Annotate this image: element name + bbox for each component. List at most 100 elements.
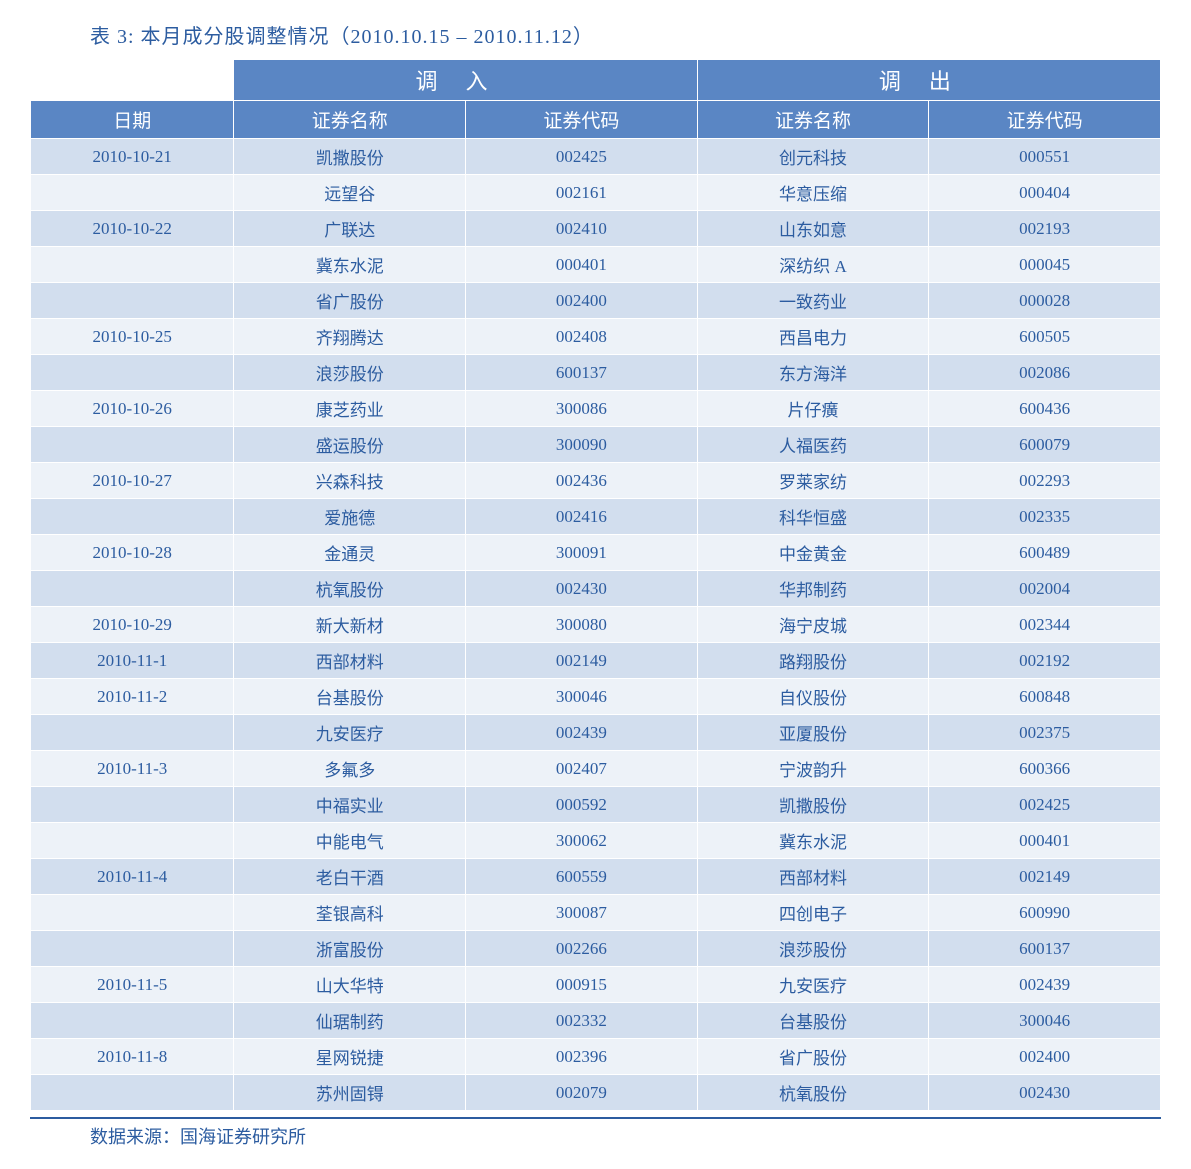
cell-in_name: 省广股份 [234,283,466,319]
cell-in_name: 荃银高科 [234,895,466,931]
cell-in_name: 老白干酒 [234,859,466,895]
cell-out_name: 中金黄金 [697,535,929,571]
cell-out_name: 深纺织 A [697,247,929,283]
cell-out_name: 科华恒盛 [697,499,929,535]
table-row: 省广股份002400一致药业000028 [31,283,1161,319]
cell-date [31,1075,234,1111]
cell-in_code: 002416 [466,499,698,535]
cell-out_name: 自仪股份 [697,679,929,715]
col-header-out-name: 证券名称 [697,101,929,139]
cell-in_name: 康芝药业 [234,391,466,427]
cell-in_code: 002436 [466,463,698,499]
cell-out_code: 000028 [929,283,1161,319]
cell-out_code: 002149 [929,859,1161,895]
cell-in_code: 002161 [466,175,698,211]
cell-date: 2010-10-29 [31,607,234,643]
cell-in_code: 300086 [466,391,698,427]
cell-in_name: 凯撒股份 [234,139,466,175]
cell-out_code: 300046 [929,1003,1161,1039]
cell-in_name: 杭氧股份 [234,571,466,607]
cell-date: 2010-11-8 [31,1039,234,1075]
cell-date: 2010-10-28 [31,535,234,571]
table-row: 中能电气300062冀东水泥000401 [31,823,1161,859]
table-row: 2010-11-3多氟多002407宁波韵升600366 [31,751,1161,787]
cell-date [31,715,234,751]
table-row: 远望谷002161华意压缩000404 [31,175,1161,211]
cell-out_code: 002430 [929,1075,1161,1111]
cell-out_code: 000551 [929,139,1161,175]
cell-in_name: 兴森科技 [234,463,466,499]
table-row: 2010-10-28金通灵300091中金黄金600489 [31,535,1161,571]
cell-date: 2010-11-3 [31,751,234,787]
cell-in_code: 000915 [466,967,698,1003]
cell-out_name: 人福医药 [697,427,929,463]
table-row: 2010-10-27兴森科技002436罗莱家纺002293 [31,463,1161,499]
cell-in_name: 盛运股份 [234,427,466,463]
table-row: 浪莎股份600137东方海洋002086 [31,355,1161,391]
cell-in_code: 002400 [466,283,698,319]
cell-in_code: 002439 [466,715,698,751]
group-header-out: 调出 [697,60,1160,101]
cell-out_code: 002086 [929,355,1161,391]
cell-in_code: 002410 [466,211,698,247]
cell-in_name: 广联达 [234,211,466,247]
column-header-row: 日期 证券名称 证券代码 证券名称 证券代码 [31,101,1161,139]
cell-date [31,175,234,211]
cell-date: 2010-10-27 [31,463,234,499]
cell-in_code: 300046 [466,679,698,715]
cell-in_code: 300062 [466,823,698,859]
cell-out_code: 002335 [929,499,1161,535]
cell-in_name: 金通灵 [234,535,466,571]
cell-in_name: 冀东水泥 [234,247,466,283]
cell-date: 2010-11-2 [31,679,234,715]
cell-in_code: 002408 [466,319,698,355]
cell-out_name: 一致药业 [697,283,929,319]
cell-in_code: 002079 [466,1075,698,1111]
table-row: 2010-10-22广联达002410山东如意002193 [31,211,1161,247]
cell-out_code: 002193 [929,211,1161,247]
cell-out_code: 002400 [929,1039,1161,1075]
table-row: 浙富股份002266浪莎股份600137 [31,931,1161,967]
cell-in_name: 多氟多 [234,751,466,787]
cell-out_name: 台基股份 [697,1003,929,1039]
cell-in_code: 002332 [466,1003,698,1039]
cell-in_code: 000592 [466,787,698,823]
cell-out_name: 杭氧股份 [697,1075,929,1111]
table-title: 表 3: 本月成分股调整情况（2010.10.15 – 2010.11.12） [30,20,1161,49]
group-header-blank [31,60,234,101]
table-row: 荃银高科300087四创电子600990 [31,895,1161,931]
cell-out_name: 省广股份 [697,1039,929,1075]
table-row: 2010-10-26康芝药业300086片仔癀600436 [31,391,1161,427]
cell-out_name: 海宁皮城 [697,607,929,643]
cell-in_name: 台基股份 [234,679,466,715]
table-row: 2010-11-5山大华特000915九安医疗002439 [31,967,1161,1003]
cell-date [31,1003,234,1039]
cell-out_name: 路翔股份 [697,643,929,679]
cell-out_name: 凯撒股份 [697,787,929,823]
cell-in_name: 西部材料 [234,643,466,679]
cell-out_code: 002293 [929,463,1161,499]
cell-in_name: 齐翔腾达 [234,319,466,355]
cell-out_name: 四创电子 [697,895,929,931]
table-row: 2010-10-21凯撒股份002425创元科技000551 [31,139,1161,175]
cell-out_name: 华邦制药 [697,571,929,607]
cell-in_name: 山大华特 [234,967,466,1003]
cell-in_code: 300080 [466,607,698,643]
cell-date [31,895,234,931]
cell-date: 2010-10-26 [31,391,234,427]
cell-date: 2010-10-25 [31,319,234,355]
data-source-footer: 数据来源：国海证券研究所 [30,1117,1161,1149]
cell-out_code: 600990 [929,895,1161,931]
cell-in_code: 002430 [466,571,698,607]
cell-in_code: 300090 [466,427,698,463]
cell-out_code: 000404 [929,175,1161,211]
cell-out_code: 002425 [929,787,1161,823]
table-row: 杭氧股份002430华邦制药002004 [31,571,1161,607]
table-row: 爱施德002416科华恒盛002335 [31,499,1161,535]
cell-date [31,571,234,607]
cell-in_code: 600137 [466,355,698,391]
table-row: 2010-11-4老白干酒600559西部材料002149 [31,859,1161,895]
table-row: 仙琚制药002332台基股份300046 [31,1003,1161,1039]
table-row: 九安医疗002439亚厦股份002375 [31,715,1161,751]
cell-in_name: 浪莎股份 [234,355,466,391]
